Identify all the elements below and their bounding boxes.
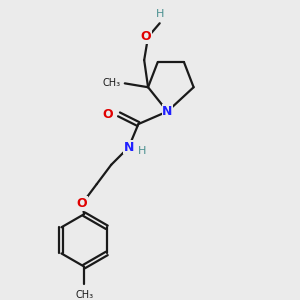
Text: CH₃: CH₃ (103, 78, 121, 88)
Text: H: H (138, 146, 146, 156)
Text: CH₃: CH₃ (75, 290, 93, 300)
Text: N: N (124, 141, 134, 154)
Text: O: O (77, 197, 88, 210)
Text: N: N (162, 105, 172, 118)
Text: O: O (103, 108, 113, 121)
Text: H: H (155, 9, 164, 20)
Text: O: O (141, 30, 152, 43)
